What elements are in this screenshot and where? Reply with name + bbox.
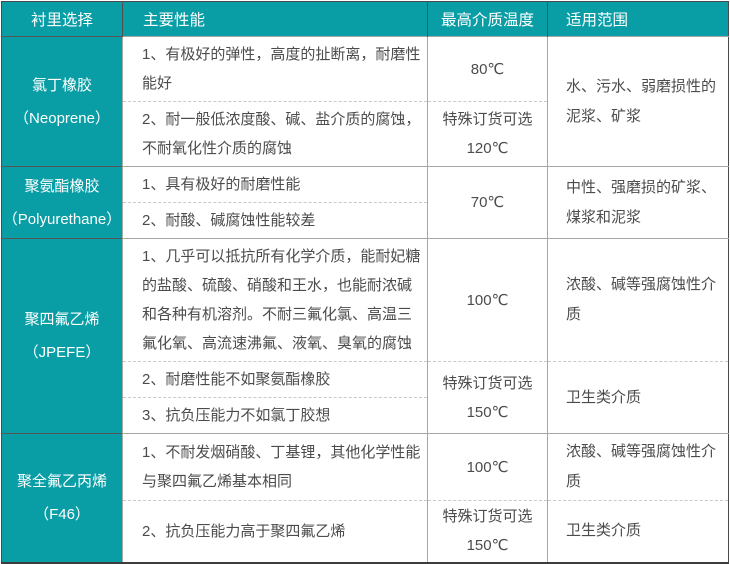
temperature-cell: 80℃ [427, 36, 548, 102]
performance-cell: 1、不耐发烟硝酸、丁基锂，其他化学性能与聚四氟乙烯基本相同 [122, 433, 428, 501]
table-row: 3、抗负压能力不如氯丁胶想 [2, 397, 729, 434]
performance-text: 1、不耐发烟硝酸、丁基锂，其他化学性能与聚四氟乙烯基本相同 [142, 444, 421, 490]
header-application-range: 适用范围 [547, 1, 729, 37]
temperature-cell: 70℃ [427, 166, 548, 239]
performance-cell: 2、耐酸、碱腐蚀性能较差 [122, 202, 428, 239]
temperature-text: 100℃ [466, 458, 509, 476]
table-row: 2、耐磨性能不如聚氨酯橡胶 特殊订货可选 150℃ 卫生类介质 [2, 361, 729, 434]
temperature-text: 80℃ [470, 60, 505, 78]
table-row: 2、耐一般低浓度酸、碱、盐介质的腐蚀，不耐氧化性介质的腐蚀 特殊订货可选 120… [2, 101, 729, 167]
temperature-value: 120℃ [466, 140, 509, 157]
header-lining-selection: 衬里选择 [1, 1, 123, 37]
temperature-value: 150℃ [466, 537, 509, 555]
range-cell: 中性、强磨损的矿浆、煤浆和泥浆 [547, 166, 729, 239]
performance-cell: 2、耐一般低浓度酸、碱、盐介质的腐蚀，不耐氧化性介质的腐蚀 [122, 101, 428, 167]
performance-text: 2、耐一般低浓度酸、碱、盐介质的腐蚀，不耐氧化性介质的腐蚀 [142, 111, 421, 157]
performance-text: 2、抗负压能力高于聚四氟乙烯 [142, 522, 346, 540]
temperature-text: 70℃ [470, 194, 505, 211]
range-cell: 水、污水、弱磨损性的泥浆、矿浆 [547, 36, 729, 167]
range-text: 水、污水、弱磨损性的泥浆、矿浆 [566, 77, 717, 125]
material-name-cn: 聚四氟乙烯 [24, 311, 100, 328]
temperature-cell: 100℃ [427, 433, 548, 501]
range-text: 卫生类介质 [566, 522, 642, 540]
range-text: 卫生类介质 [566, 388, 642, 406]
temperature-cell: 100℃ [427, 238, 548, 362]
performance-cell: 1、具有极好的耐磨性能 [122, 166, 428, 203]
table-row: 氯丁橡胶 （Neoprene） 1、有极好的弹性，高度的扯断离，耐磨性能好 80… [1, 36, 729, 167]
material-name-cell-f46: 聚全氟乙丙烯 （F46） [1, 433, 123, 563]
range-text: 浓酸、碱等强腐蚀性介质 [566, 443, 717, 490]
performance-text: 1、具有极好的耐磨性能 [142, 176, 301, 193]
performance-cell: 2、抗负压能力高于聚四氟乙烯 [122, 500, 428, 563]
material-name-en: （Polyurethane） [2, 210, 122, 228]
temperature-cell: 特殊订货可选 150℃ [427, 361, 548, 434]
material-name-cell-neoprene: 氯丁橡胶 （Neoprene） [1, 36, 123, 167]
range-cell: 浓酸、碱等强腐蚀性介质 [547, 433, 729, 501]
table-header-row: 衬里选择 主要性能 最高介质温度 适用范围 [1, 1, 729, 37]
material-name-en: （F46） [34, 505, 90, 523]
material-name-en: （JPEFE） [23, 344, 101, 361]
range-cell: 卫生类介质 [547, 361, 729, 434]
table-row: 聚四氟乙烯 （JPEFE） 1、几乎可以抵抗所有化学介质，能耐妃糖的盐酸、硫酸、… [1, 238, 729, 434]
performance-cell: 2、耐磨性能不如聚氨酯橡胶 [122, 361, 428, 398]
material-name-cn: 聚氨酯橡胶 [24, 177, 100, 195]
temperature-note: 特殊订货可选 [442, 374, 533, 392]
performance-text: 2、耐酸、碱腐蚀性能较差 [142, 212, 316, 229]
performance-text: 1、几乎可以抵抗所有化学介质，能耐妃糖的盐酸、硫酸、硝酸和王水，也能耐浓碱和各种… [142, 248, 421, 352]
temperature-cell: 特殊订货可选 150℃ [427, 500, 548, 563]
material-name-cell-polyurethane: 聚氨酯橡胶 （Polyurethane） [1, 166, 123, 239]
performance-text: 2、耐磨性能不如聚氨酯橡胶 [142, 371, 331, 388]
table-row: 聚氨酯橡胶 （Polyurethane） 1、具有极好的耐磨性能 70℃ 中性、… [1, 166, 729, 239]
performance-cell: 1、有极好的弹性，高度的扯断离，耐磨性能好 [122, 36, 428, 102]
temperature-cell: 特殊订货可选 120℃ [427, 101, 548, 167]
material-name-cn: 聚全氟乙丙烯 [16, 472, 107, 490]
material-name-en: （Neoprene） [14, 109, 110, 127]
range-cell: 卫生类介质 [547, 500, 729, 563]
header-max-medium-temperature: 最高介质温度 [427, 1, 548, 37]
range-text: 浓酸、碱等强腐蚀性介质 [566, 276, 717, 323]
temperature-text: 100℃ [466, 291, 509, 309]
range-text: 中性、强磨损的矿浆、煤浆和泥浆 [566, 178, 717, 226]
range-cell: 浓酸、碱等强腐蚀性介质 [547, 238, 729, 362]
material-name-cn: 氯丁橡胶 [31, 76, 92, 94]
performance-text: 1、有极好的弹性，高度的扯断离，耐磨性能好 [142, 46, 421, 92]
table-row: 聚全氟乙丙烯 （F46） 1、不耐发烟硝酸、丁基锂，其他化学性能与聚四氟乙烯基本… [1, 433, 729, 563]
material-name-cell-ptfe: 聚四氟乙烯 （JPEFE） [1, 238, 123, 434]
temperature-value: 150℃ [466, 403, 509, 421]
performance-cell: 1、几乎可以抵抗所有化学介质，能耐妃糖的盐酸、硫酸、硝酸和王水，也能耐浓碱和各种… [122, 238, 428, 362]
temperature-note: 特殊订货可选 [442, 111, 533, 128]
temperature-note: 特殊订货可选 [442, 508, 533, 526]
header-main-performance: 主要性能 [122, 1, 428, 37]
performance-text: 3、抗负压能力不如氯丁胶想 [142, 407, 331, 424]
performance-cell: 3、抗负压能力不如氯丁胶想 [122, 397, 428, 434]
table-row: 2、耐酸、碱腐蚀性能较差 [2, 202, 729, 239]
